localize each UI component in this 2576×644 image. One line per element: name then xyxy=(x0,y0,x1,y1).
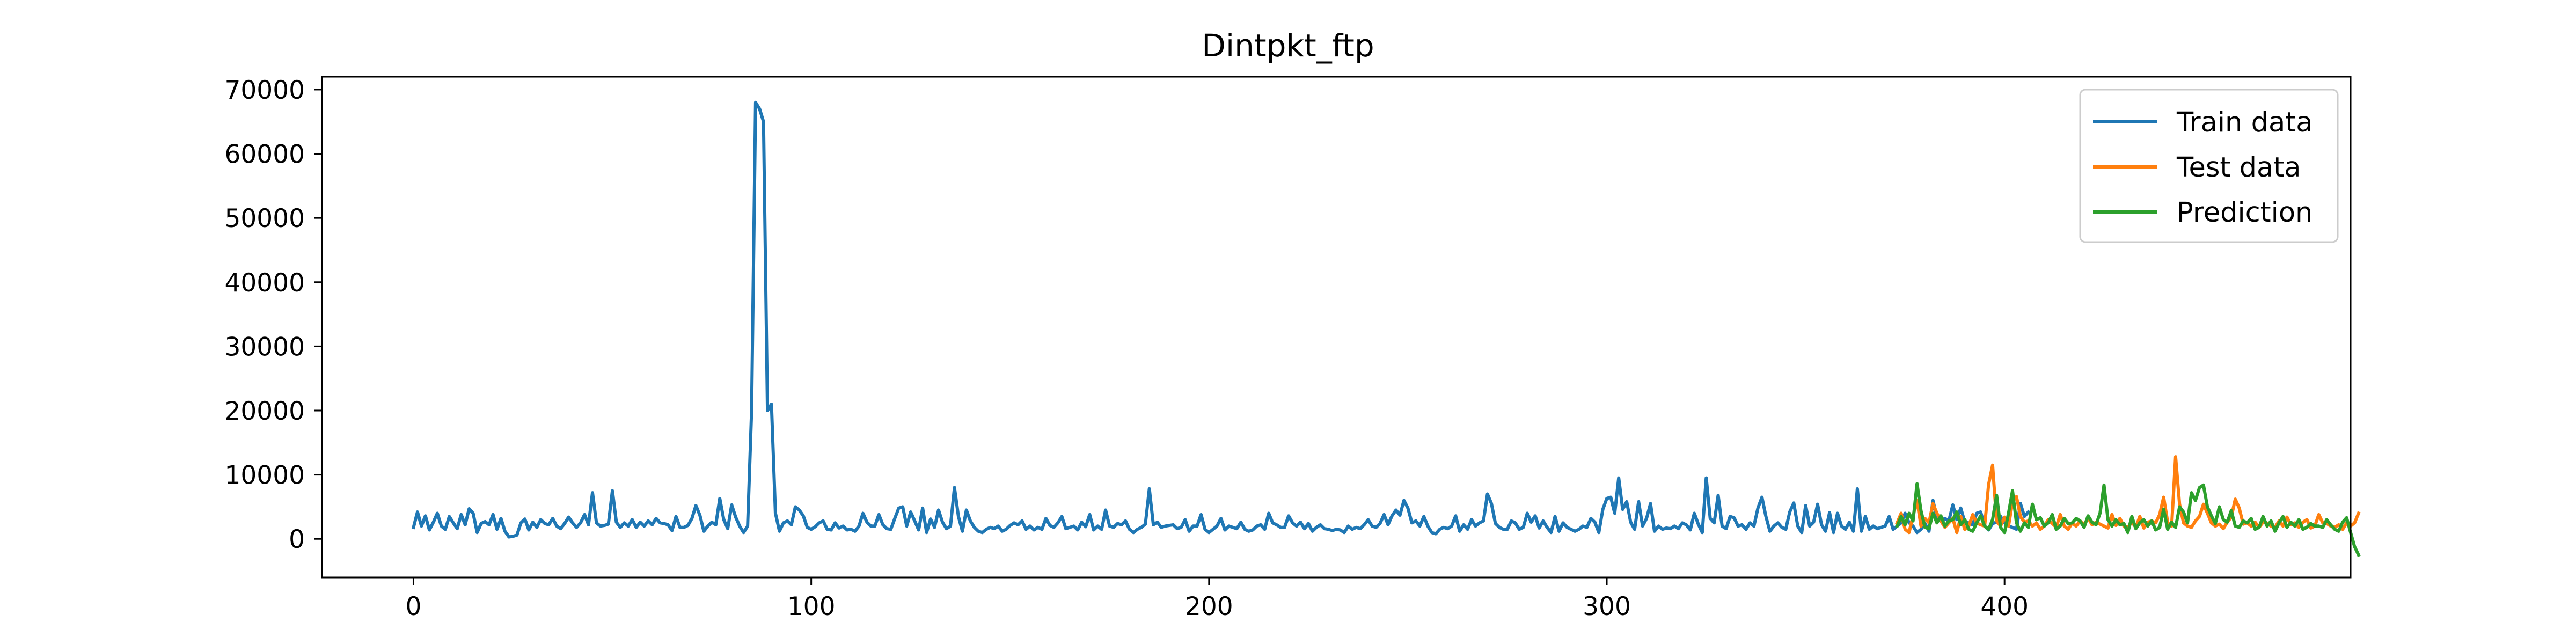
x-tick-label: 200 xyxy=(1185,592,1233,621)
y-tick-label: 10000 xyxy=(224,461,305,491)
legend-label-1: Train data xyxy=(2176,107,2312,138)
x-tick-label: 300 xyxy=(1583,592,1631,621)
x-tick-label: 400 xyxy=(1980,592,2029,621)
legend-label-2: Test data xyxy=(2176,152,2301,184)
legend-label-3: Prediction xyxy=(2177,197,2312,229)
chart-title: Dintpkt_ftp xyxy=(1202,27,1374,64)
y-tick-label: 50000 xyxy=(224,204,305,233)
axis-layer: 0 100 200 300 400 0 10000 20000 30000 40000 50000 6… xyxy=(224,76,2029,621)
legend-box xyxy=(2079,89,2339,243)
series-line-1 xyxy=(411,100,2031,539)
plot-frame xyxy=(321,76,2352,579)
y-tick-label: 40000 xyxy=(224,268,305,298)
y-tick-label: 0 xyxy=(289,525,305,554)
series-layer xyxy=(411,100,2361,558)
x-tick-label: 100 xyxy=(787,592,836,621)
series-line-3 xyxy=(1895,482,2361,558)
y-tick-label: 60000 xyxy=(224,140,305,170)
y-tick-label: 30000 xyxy=(224,332,305,362)
x-tick-label: 0 xyxy=(406,592,422,621)
y-tick-label: 70000 xyxy=(224,76,305,105)
legend: Train data Test data Prediction xyxy=(2079,89,2339,243)
y-tick-label: 20000 xyxy=(224,397,305,426)
